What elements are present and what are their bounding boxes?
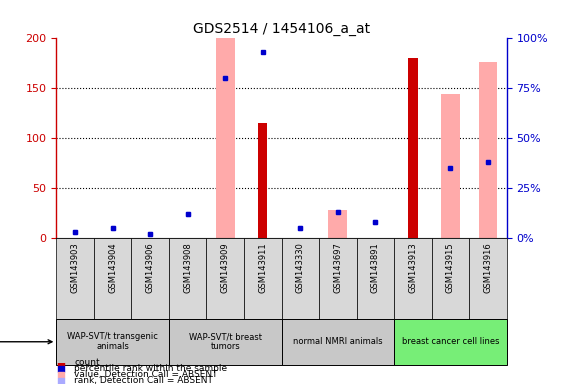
Text: GSM143891: GSM143891 [371,242,380,293]
Text: WAP-SVT/t transgenic
animals: WAP-SVT/t transgenic animals [67,332,158,351]
Bar [258,123,267,238]
Bar [356,238,394,319]
Bar [469,238,507,319]
Text: GSM143915: GSM143915 [446,242,455,293]
Text: disease state: disease state [0,337,52,347]
Text: GSM143913: GSM143913 [408,242,417,293]
Bar [207,238,244,319]
Text: GSM143908: GSM143908 [183,242,192,293]
Bar [328,210,347,238]
Bar [394,238,432,319]
Bar [169,319,282,365]
Text: rank, Detection Call = ABSENT: rank, Detection Call = ABSENT [74,376,213,384]
Bar [282,238,319,319]
Bar [56,319,169,365]
Text: GSM143697: GSM143697 [333,242,342,293]
Text: GSM143330: GSM143330 [296,242,305,293]
Text: count: count [74,358,100,367]
Bar [408,58,418,238]
Text: normal NMRI animals: normal NMRI animals [293,337,383,346]
Text: GSM143903: GSM143903 [70,242,79,293]
Bar [479,62,497,238]
Text: breast cancer cell lines: breast cancer cell lines [401,337,499,346]
Bar [216,38,235,238]
Bar [56,238,94,319]
Bar [319,238,356,319]
Text: percentile rank within the sample: percentile rank within the sample [74,364,227,373]
Text: GSM143916: GSM143916 [484,242,493,293]
Bar [394,319,507,365]
Text: GSM143911: GSM143911 [258,242,267,293]
Text: WAP-SVT/t breast
tumors: WAP-SVT/t breast tumors [189,332,262,351]
Text: GSM143904: GSM143904 [108,242,117,293]
Text: GSM143909: GSM143909 [221,242,230,293]
Bar [441,94,460,238]
Bar [282,319,394,365]
Text: GSM143906: GSM143906 [146,242,155,293]
Bar [432,238,469,319]
Bar [94,238,131,319]
Bar [131,238,169,319]
Title: GDS2514 / 1454106_a_at: GDS2514 / 1454106_a_at [193,22,370,36]
Bar [244,238,282,319]
Text: value, Detection Call = ABSENT: value, Detection Call = ABSENT [74,370,218,379]
Bar [169,238,207,319]
